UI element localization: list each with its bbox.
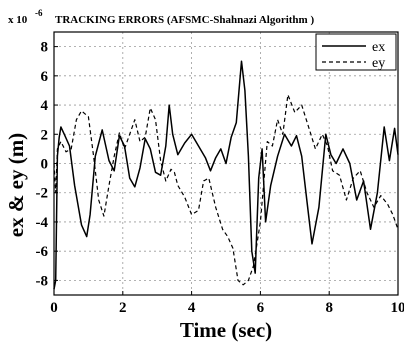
y-multiplier-label: x 10 [8, 14, 28, 26]
y-tick-label: -2 [36, 186, 49, 202]
y-tick-label: 2 [41, 127, 49, 143]
series-line-ey [54, 95, 398, 285]
y-tick-label: -6 [36, 244, 49, 260]
y-tick-label: -8 [36, 273, 49, 289]
x-tick-label: 10 [391, 300, 404, 316]
series-line-ex [54, 61, 398, 289]
x-tick-label: 6 [257, 300, 265, 316]
tick-labels: 0 2 4 6 8 10 8 6 4 2 0 -2 -4 -6 -8 [36, 40, 404, 316]
x-tick-label: 8 [325, 300, 333, 316]
y-tick-label: 0 [41, 157, 49, 173]
y-tick-label: 6 [41, 69, 49, 85]
x-tick-label: 4 [188, 300, 196, 316]
y-tick-label: -4 [36, 215, 49, 231]
series-lines [54, 61, 398, 289]
y-axis-label: ex & ey (m) [4, 133, 28, 237]
y-multiplier-exponent: -6 [35, 8, 43, 18]
legend-label-ex: ex [372, 40, 385, 55]
y-tick-label: 4 [41, 98, 49, 114]
chart-title: TRACKING ERRORS (AFSMC-Shahnazi Algorith… [55, 14, 314, 26]
x-axis-label: Time (sec) [180, 318, 272, 342]
legend: ex ey [316, 34, 396, 71]
x-tick-label: 0 [50, 300, 58, 316]
legend-label-ey: ey [372, 56, 385, 71]
x-tick-label: 2 [119, 300, 127, 316]
y-tick-label: 8 [41, 40, 49, 56]
